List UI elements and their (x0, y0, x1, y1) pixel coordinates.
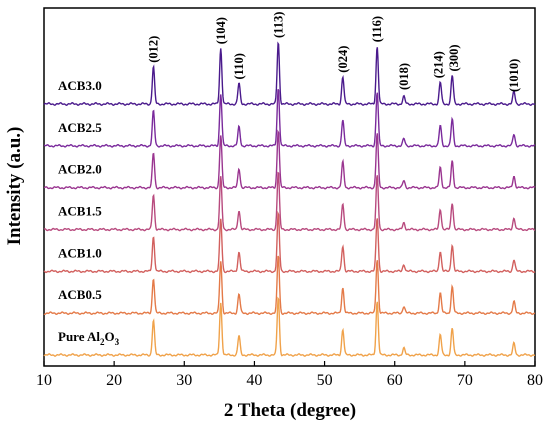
series-labels: ACB3.0 ACB2.5 ACB2.0 ACB1.5 ACB1.0 ACB0.5 Pure… (58, 78, 120, 347)
peak-labels: (012) (104) (110) (113) (024) (116) (018) (214)… (146, 12, 521, 92)
series-line (43, 41, 536, 106)
peak-label: (104) (214, 17, 228, 44)
x-tick-label: 80 (527, 372, 543, 389)
x-tick-label: 10 (36, 372, 52, 389)
peak-label: (1010) (507, 59, 521, 92)
peak-label: (024) (336, 46, 350, 73)
peak-label: (012) (146, 36, 160, 63)
series-layer (43, 41, 536, 357)
x-tick-label: 70 (457, 372, 473, 389)
x-tick-label: 30 (176, 372, 192, 389)
y-axis-title: Intensity (a.u.) (4, 127, 25, 246)
series-label: ACB2.5 (58, 120, 102, 135)
series-line (43, 296, 536, 357)
x-tick-label: 60 (387, 372, 403, 389)
series-line (43, 129, 536, 190)
x-axis-title: 2 Theta (degree) (224, 400, 356, 421)
series-label: ACB2.0 (58, 162, 102, 177)
series-line (43, 255, 536, 316)
series-label: ACB3.0 (58, 78, 102, 93)
series-label: Pure Al2O3 (58, 329, 120, 347)
peak-label: (116) (370, 16, 384, 42)
peak-label: (018) (397, 63, 411, 90)
peak-label: (300) (447, 44, 461, 71)
series-label: ACB0.5 (58, 287, 102, 302)
series-label: ACB1.5 (58, 204, 102, 219)
peak-label: (113) (271, 12, 285, 38)
peak-label: (214) (431, 51, 445, 78)
peak-label: (110) (232, 53, 246, 79)
series-line (43, 171, 536, 232)
series-label: ACB1.0 (58, 245, 102, 260)
x-tick-label: 40 (246, 372, 262, 389)
x-ticks: 10 20 30 40 50 60 70 80 (36, 361, 543, 389)
x-tick-label: 20 (106, 372, 122, 389)
x-tick-label: 50 (317, 372, 333, 389)
series-line (43, 89, 536, 148)
series-line (43, 210, 536, 274)
